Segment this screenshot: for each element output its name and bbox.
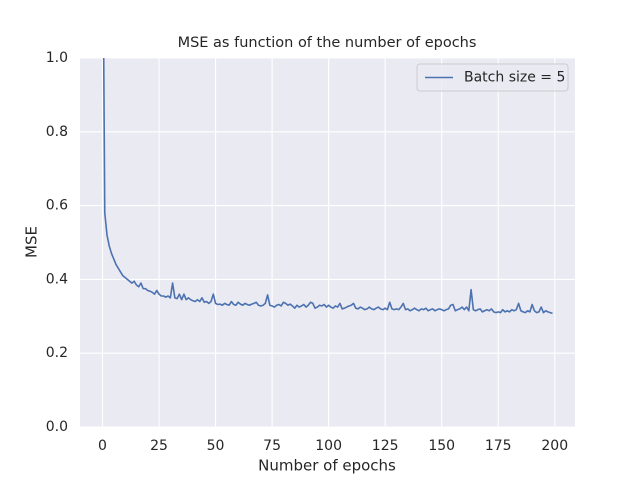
data-line (102, 58, 553, 315)
x-tick-label: 125 (372, 438, 399, 454)
x-tick-label: 100 (315, 438, 342, 454)
x-tick-label: 150 (428, 438, 455, 454)
x-tick-label: 0 (98, 438, 107, 454)
x-tick-label: 200 (541, 438, 568, 454)
x-axis-label: Number of epochs (258, 457, 396, 475)
y-tick-label: 0.4 (46, 271, 68, 287)
chart-title: MSE as function of the number of epochs (178, 35, 477, 51)
x-tick-label: 175 (485, 438, 512, 454)
plot-area (80, 58, 575, 427)
x-tick-label: 25 (150, 438, 168, 454)
legend-label: Batch size = 5 (464, 70, 565, 86)
legend-box (416, 63, 569, 92)
y-tick-label: 0.8 (46, 124, 68, 140)
y-tick-label: 0.0 (46, 419, 68, 435)
x-tick-label: 50 (207, 438, 225, 454)
y-axis-label: MSE (23, 226, 41, 258)
y-tick-label: 1.0 (46, 50, 68, 66)
y-tick-label: 0.2 (46, 345, 68, 361)
y-tick-label: 0.6 (46, 198, 68, 214)
x-tick-label: 75 (263, 438, 281, 454)
